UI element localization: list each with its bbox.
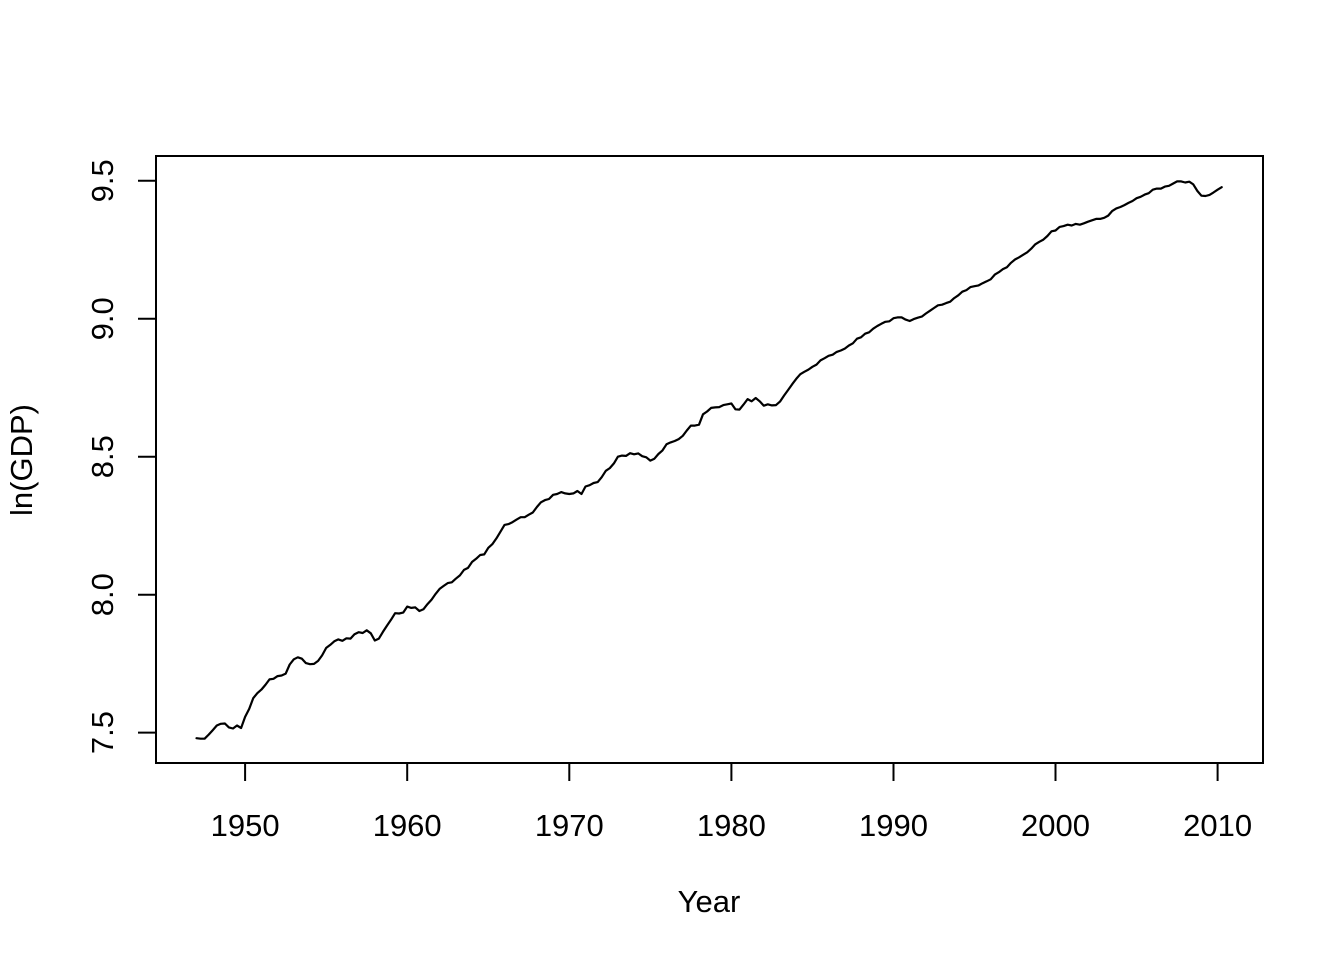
x-axis-ticks: [244, 763, 1219, 781]
x-tick-label: 2000: [1021, 808, 1090, 843]
y-tick-label: 8.5: [85, 435, 120, 478]
x-tick-label: 1950: [211, 808, 280, 843]
x-axis-title: Year: [678, 884, 741, 919]
x-tick-label: 1980: [697, 808, 766, 843]
y-axis-title: ln(GDP): [4, 404, 39, 516]
y-tick-label: 8.0: [85, 573, 120, 616]
y-tick-label: 9.0: [85, 297, 120, 340]
plot-border: [155, 155, 1264, 764]
x-tick-label: 1960: [373, 808, 442, 843]
x-tick-label: 2010: [1183, 808, 1252, 843]
y-axis-tick-labels: 7.5 8.0 8.5 9.0 9.5: [85, 159, 120, 754]
x-tick-label: 1990: [859, 808, 928, 843]
x-axis-tick-labels: 1950 1960 1970 1980 1990 2000 2010: [211, 808, 1252, 843]
gdp-line-series: [195, 180, 1223, 740]
y-tick-label: 7.5: [85, 711, 120, 754]
y-tick-label: 9.5: [85, 159, 120, 202]
y-axis-ticks: [138, 179, 156, 734]
x-tick-label: 1970: [535, 808, 604, 843]
